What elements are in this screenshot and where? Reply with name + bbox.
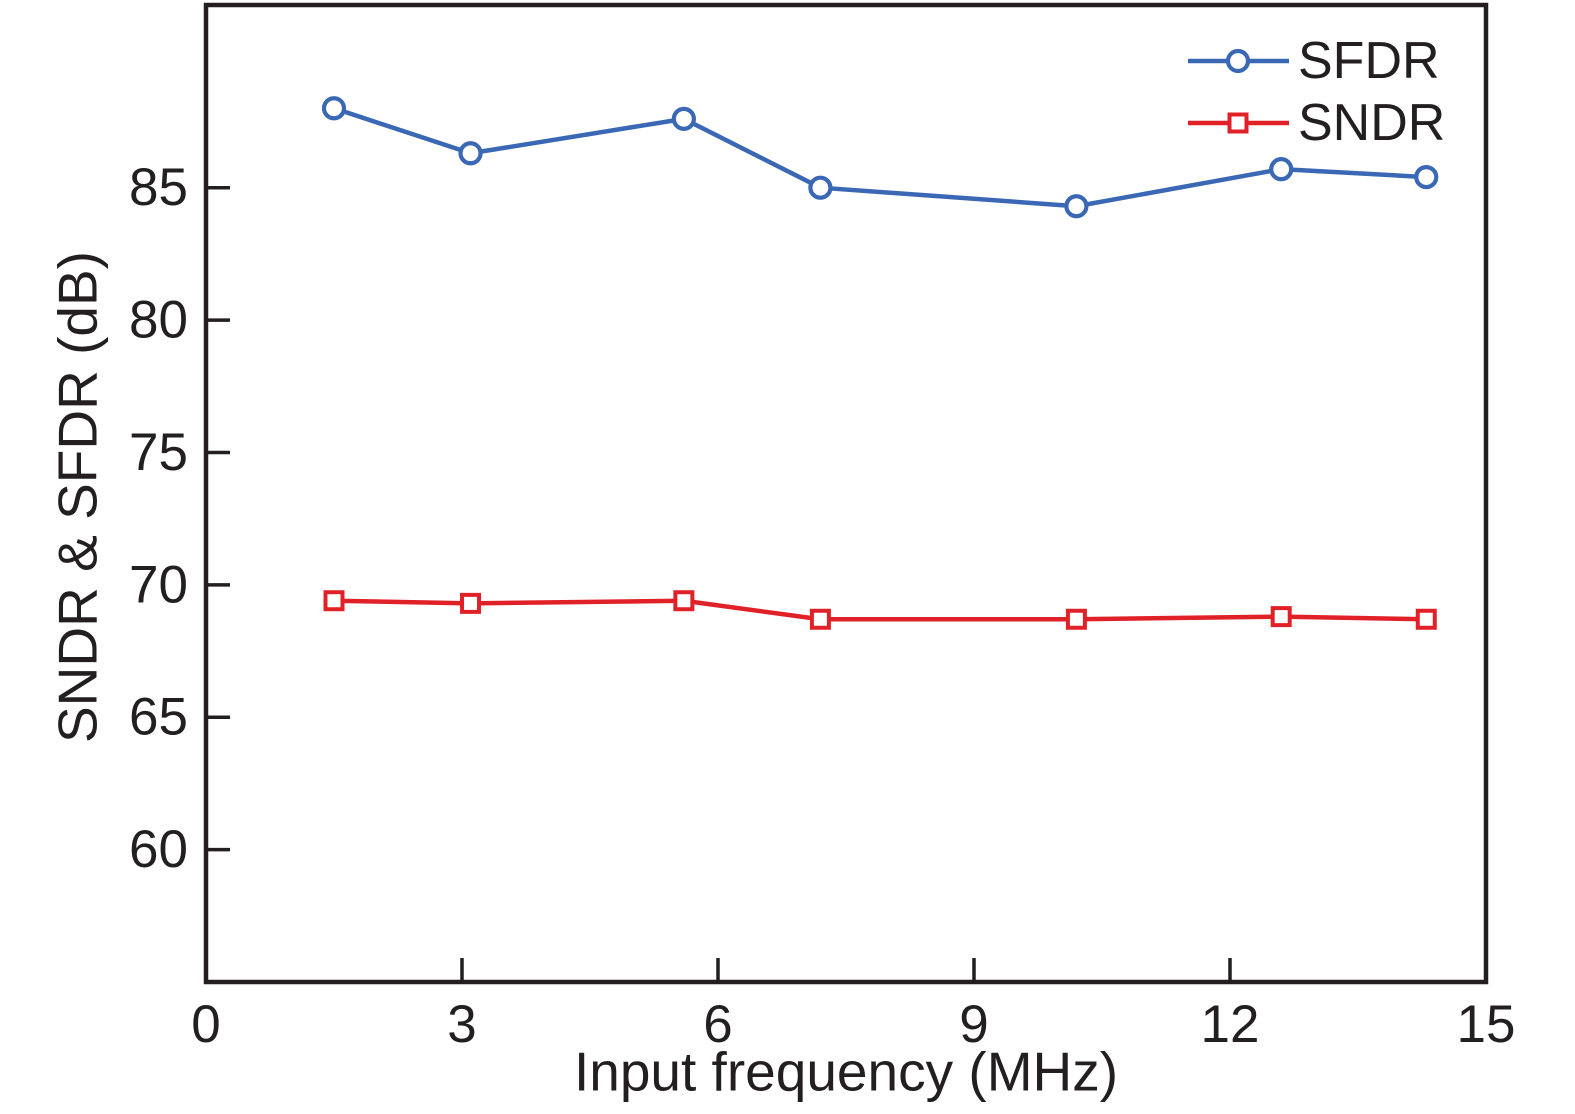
plot-frame: [203, 2, 1489, 985]
legend-item-sndr: SNDR: [1186, 92, 1445, 154]
sndr-series: [323, 590, 1437, 630]
sndr-marker-icon: [809, 608, 831, 630]
sfdr-legend-marker-icon: [1188, 48, 1289, 74]
x-tick-label: 15: [1457, 995, 1516, 1054]
y-tick-label: 85: [129, 158, 188, 217]
sndr-marker-icon: [1415, 608, 1437, 630]
y-tick-label: 65: [129, 688, 188, 747]
legend-label-sndr: SNDR: [1298, 94, 1446, 152]
y-tick-label: 80: [129, 291, 188, 350]
sfdr-marker-icon: [1414, 165, 1439, 190]
legend: SFDR SNDR: [1186, 30, 1445, 154]
sfdr-marker-icon: [808, 175, 833, 200]
x-axis-title: Input frequency (MHz): [573, 1040, 1119, 1103]
sfdr-marker-icon: [321, 96, 347, 121]
legend-label-sfdr: SFDR: [1298, 32, 1440, 90]
sndr-line: [333, 598, 1427, 622]
sfdr-marker-icon: [1269, 157, 1294, 182]
sndr-marker-icon: [673, 590, 695, 612]
sndr-marker-icon: [1270, 606, 1292, 628]
y-tick-label: 70: [129, 555, 188, 614]
y-tick-label: 75: [129, 423, 188, 482]
legend-item-sfdr: SFDR: [1186, 30, 1445, 92]
sfdr-legend-marker-glyph: [1225, 48, 1251, 74]
sfdr-marker-icon: [1064, 194, 1089, 219]
y-tick-label: 60: [129, 820, 188, 879]
sndr-legend-marker-icon: [1188, 112, 1289, 134]
sfdr-marker-icon: [458, 141, 483, 166]
sndr-legend-marker-glyph: [1227, 112, 1249, 134]
sndr-marker-icon: [1065, 608, 1087, 630]
sndr-marker-icon: [460, 592, 482, 614]
x-tick-label: 0: [191, 995, 220, 1054]
x-tick-label: 12: [1201, 995, 1260, 1054]
x-tick-label: 3: [447, 995, 476, 1054]
sndr-marker-icon: [323, 590, 345, 612]
sfdr-series: [321, 96, 1439, 219]
y-axis-title: SNDR & SFDR (dB): [46, 251, 109, 743]
x-tick-label: 9: [959, 995, 988, 1054]
sfdr-marker-icon: [671, 106, 696, 131]
x-tick-label: 6: [703, 995, 732, 1054]
